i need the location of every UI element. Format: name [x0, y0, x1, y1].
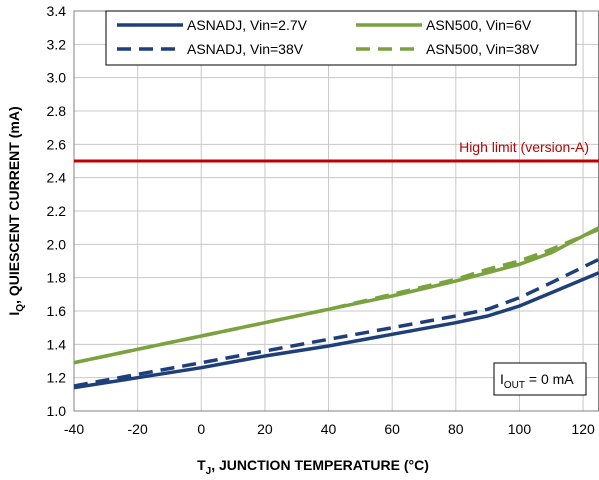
legend-box: [105, 10, 577, 66]
series-line-2: [73, 226, 599, 365]
iout-label: IOUT = 0 mA: [500, 371, 574, 391]
y-tick-label: 1.8: [47, 270, 67, 286]
legend: ASNADJ, Vin=2.7V ASN500, Vin=6V ASNADJ, Vi…: [105, 10, 577, 66]
gridlines: [73, 10, 599, 412]
x-tick-label: 0: [197, 421, 205, 437]
y-tick-label: 3.0: [47, 70, 67, 86]
y-axis-title: IQ, QUIESCENT CURRENT (mA): [6, 106, 26, 315]
x-tick-label: 20: [257, 421, 273, 437]
y-axis-title-sub: Q: [15, 304, 26, 312]
x-tick-label: -40: [64, 421, 84, 437]
y-tick-label: 1.0: [47, 403, 67, 419]
y-axis-title-main: I: [6, 312, 22, 316]
x-tick-label: 80: [448, 421, 464, 437]
iout-annotation: IOUT = 0 mA: [493, 362, 587, 396]
series-line-1: [73, 257, 599, 388]
y-axis-title-rest: , QUIESCENT CURRENT (mA): [6, 106, 22, 304]
legend-label-3: ASN500, Vin=38V: [426, 41, 540, 57]
legend-label-0: ASNADJ, Vin=2.7V: [187, 17, 308, 33]
iout-rest: = 0 mA: [525, 371, 574, 387]
x-axis-title-sub: J: [206, 466, 212, 477]
x-tick-label: 40: [321, 421, 337, 437]
series-line-3: [73, 227, 599, 365]
x-tick-label: 120: [571, 421, 595, 437]
x-tick-label: 60: [384, 421, 400, 437]
x-axis-title-rest: , JUNCTION TEMPERATURE (°C): [211, 457, 429, 473]
y-tick-labels: 1.0 1.2 1.4 1.6 1.8 2.0 2.2 2.4 2.6 2.8 3.0 3.2 3.4: [47, 3, 67, 419]
y-tick-label: 1.2: [47, 370, 67, 386]
y-tick-label: 1.4: [47, 336, 67, 352]
y-tick-label: 2.0: [47, 236, 67, 252]
legend-label-2: ASN500, Vin=6V: [426, 17, 532, 33]
x-axis-title-main: T: [197, 457, 206, 473]
reference-line-label: High limit (version-A): [459, 139, 589, 155]
y-tick-label: 2.6: [47, 136, 67, 152]
y-tick-label: 2.8: [47, 103, 67, 119]
series-group: [73, 226, 599, 390]
x-axis-title: TJ, JUNCTION TEMPERATURE (°C): [197, 457, 429, 477]
y-tick-label: 1.6: [47, 303, 67, 319]
iout-box: [493, 362, 587, 396]
x-tick-label: 100: [508, 421, 532, 437]
y-tick-label: 3.4: [47, 3, 67, 19]
y-tick-label: 2.4: [47, 170, 67, 186]
x-tick-label: -20: [128, 421, 148, 437]
y-tick-label: 2.2: [47, 203, 67, 219]
iout-sub: OUT: [504, 380, 525, 391]
legend-label-1: ASNADJ, Vin=38V: [187, 41, 304, 57]
y-tick-label: 3.2: [47, 36, 67, 52]
series-line-0: [73, 271, 599, 390]
iout-main: I: [500, 371, 504, 387]
x-tick-labels: -40 -20 0 20 40 60 80 100 120: [64, 421, 595, 437]
